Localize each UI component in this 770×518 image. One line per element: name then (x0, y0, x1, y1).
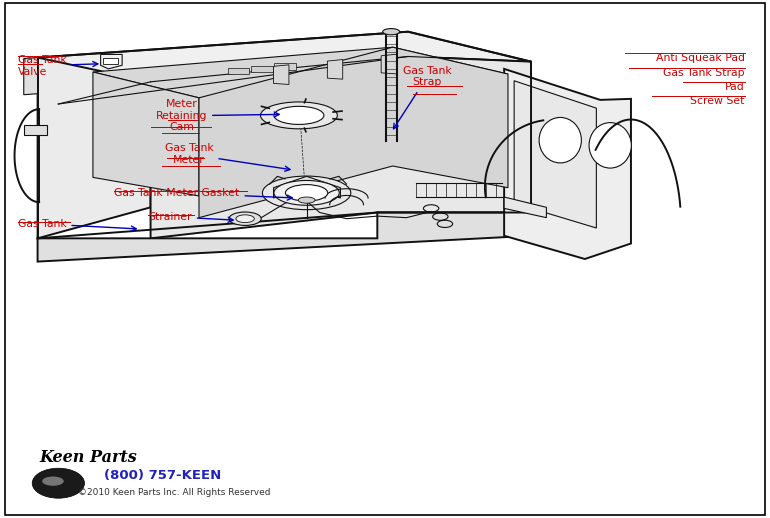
Ellipse shape (539, 118, 581, 163)
Ellipse shape (589, 123, 631, 168)
Ellipse shape (286, 184, 328, 201)
Text: Pad: Pad (725, 82, 745, 92)
Ellipse shape (383, 28, 400, 35)
Polygon shape (514, 81, 597, 228)
Text: Gas Tank Strap: Gas Tank Strap (663, 68, 745, 78)
Ellipse shape (263, 176, 351, 210)
Polygon shape (24, 125, 47, 135)
Polygon shape (504, 197, 547, 218)
Ellipse shape (260, 102, 337, 129)
Text: Anti Squeak Pad: Anti Squeak Pad (656, 53, 745, 63)
Text: Gas Tank Meter Gasket: Gas Tank Meter Gasket (115, 188, 293, 200)
Polygon shape (38, 212, 531, 262)
Polygon shape (274, 63, 296, 69)
Polygon shape (24, 57, 38, 95)
Polygon shape (93, 72, 199, 196)
Text: Screw Set: Screw Set (691, 96, 745, 106)
Ellipse shape (274, 180, 340, 205)
Text: Meter
Retaining
Cam: Meter Retaining Cam (156, 99, 280, 133)
Polygon shape (38, 57, 151, 238)
Polygon shape (93, 47, 508, 98)
Ellipse shape (274, 106, 324, 124)
Polygon shape (101, 54, 122, 69)
Ellipse shape (236, 215, 254, 223)
Ellipse shape (229, 212, 261, 225)
Polygon shape (381, 54, 397, 74)
Polygon shape (228, 68, 249, 74)
Polygon shape (273, 65, 289, 84)
Polygon shape (38, 32, 531, 104)
Text: Gas Tank
Valve: Gas Tank Valve (18, 55, 98, 77)
Text: Keen Parts: Keen Parts (39, 449, 137, 466)
Ellipse shape (298, 197, 315, 203)
Ellipse shape (42, 477, 64, 486)
Text: Gas Tank: Gas Tank (18, 219, 136, 231)
Polygon shape (504, 69, 631, 259)
Text: ©2010 Keen Parts Inc. All Rights Reserved: ©2010 Keen Parts Inc. All Rights Reserve… (78, 487, 270, 497)
Polygon shape (103, 57, 118, 64)
Ellipse shape (32, 468, 85, 498)
Text: Gas Tank
Strap: Gas Tank Strap (393, 66, 452, 129)
Text: Strainer: Strainer (149, 212, 233, 222)
Polygon shape (251, 66, 273, 72)
Polygon shape (273, 176, 340, 198)
Text: Gas Tank
Meter: Gas Tank Meter (165, 143, 290, 171)
Polygon shape (151, 56, 531, 238)
Text: (800) 757-KEEN: (800) 757-KEEN (105, 469, 222, 482)
Polygon shape (327, 60, 343, 79)
Polygon shape (199, 47, 508, 218)
